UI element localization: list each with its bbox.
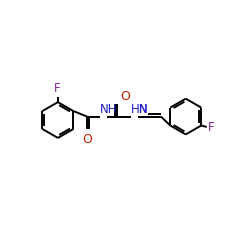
Text: HN: HN xyxy=(131,102,149,116)
Text: N: N xyxy=(139,102,148,116)
Text: F: F xyxy=(54,82,61,95)
Text: NH: NH xyxy=(100,102,118,116)
Text: O: O xyxy=(82,133,92,146)
Text: O: O xyxy=(120,90,130,102)
Text: F: F xyxy=(208,121,214,134)
